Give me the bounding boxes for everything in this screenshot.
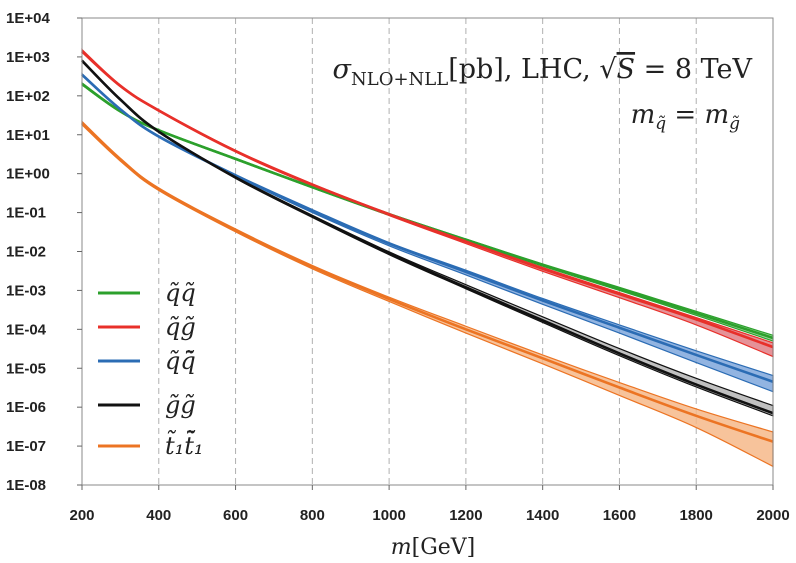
y-tick-label: 1E-07 <box>6 438 46 455</box>
series-line-1 <box>81 50 774 349</box>
x-axis-ticks: 200 400 600 800 1000 1200 1400 1600 1800 2000 <box>69 485 790 524</box>
x-tick-label: 400 <box>146 507 171 524</box>
series-line-3 <box>81 59 774 415</box>
y-tick-label: 1E-02 <box>6 244 46 261</box>
x-tick-label: 1400 <box>526 507 559 524</box>
legend-label: q̃q̃ <box>165 279 196 307</box>
legend: q̃q̃ q̃g̃ q̃q̃̄ g̃g̃ t̃₁t̃̄₁ <box>98 279 204 460</box>
y-tick-label: 1E+00 <box>6 166 50 183</box>
legend-label: q̃q̃̄ <box>165 347 196 375</box>
x-axis-label: m[GeV] <box>391 535 476 560</box>
legend-label: t̃₁t̃̄₁ <box>165 429 204 460</box>
y-tick-label: 1E+02 <box>6 88 50 105</box>
y-tick-label: 1E-05 <box>6 360 46 377</box>
legend-label: q̃g̃ <box>165 313 196 341</box>
x-tick-label: 800 <box>300 507 325 524</box>
x-tick-label: 1000 <box>372 507 405 524</box>
x-tick-label: 2000 <box>756 507 789 524</box>
mass-annotation: mq̃ = mg̃ <box>631 100 741 134</box>
x-tick-label: 1800 <box>680 507 713 524</box>
y-tick-label: 1E+04 <box>6 10 50 27</box>
series-line-4 <box>81 122 774 443</box>
y-tick-label: 1E-03 <box>6 282 46 299</box>
legend-label: g̃g̃ <box>165 391 196 419</box>
x-tick-label: 600 <box>223 507 248 524</box>
x-tick-label: 200 <box>69 507 94 524</box>
y-tick-label: 1E-01 <box>6 205 46 222</box>
x-tick-label: 1200 <box>449 507 482 524</box>
chart-title: σNLO+NLL[pb], LHC, √S = 8 TeV <box>333 54 753 90</box>
y-tick-label: 1E+01 <box>6 127 50 144</box>
x-tick-label: 1600 <box>603 507 636 524</box>
y-tick-label: 1E-06 <box>6 399 46 416</box>
y-tick-label: 1E-08 <box>6 477 46 494</box>
y-tick-label: 1E+03 <box>6 49 50 66</box>
y-tick-label: 1E-04 <box>6 321 47 338</box>
series-line-2 <box>81 73 774 383</box>
y-axis-ticks: 1E+04 1E+03 1E+02 1E+01 1E+00 1E-01 1E-02 1E-03… <box>6 10 82 494</box>
series-lines <box>81 50 774 443</box>
